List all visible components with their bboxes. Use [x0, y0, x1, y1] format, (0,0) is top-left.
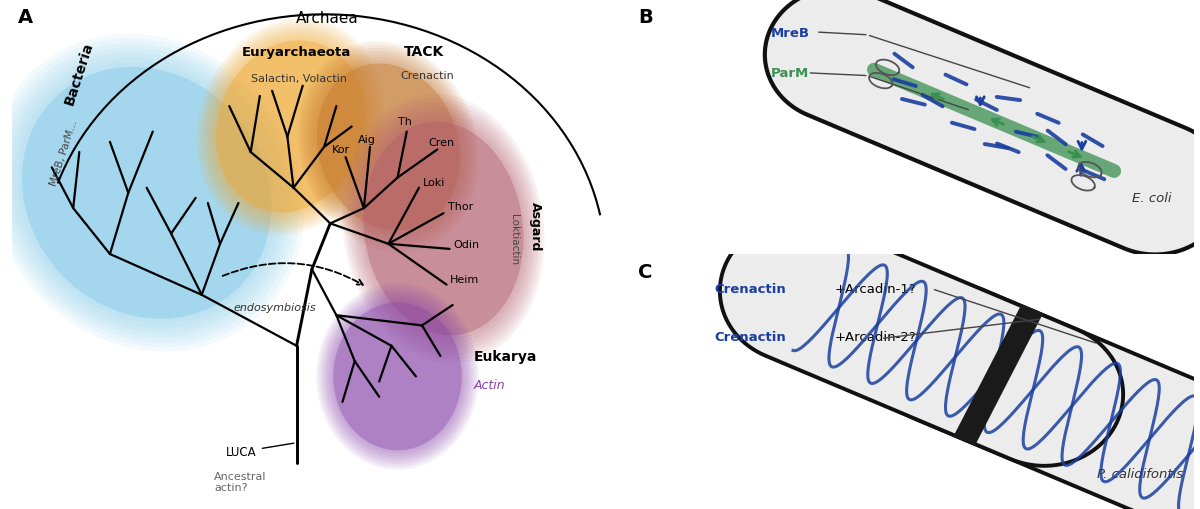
Text: Asgard: Asgard [529, 202, 541, 251]
Text: Loktiactin: Loktiactin [509, 214, 518, 265]
Ellipse shape [298, 42, 479, 253]
Ellipse shape [360, 119, 527, 340]
Ellipse shape [334, 303, 462, 450]
Text: endosymbiosis: endosymbiosis [234, 303, 317, 313]
Text: E. coli: E. coli [1132, 192, 1171, 205]
Polygon shape [764, 0, 1200, 255]
Polygon shape [720, 220, 1123, 466]
Ellipse shape [22, 68, 271, 319]
Text: Th: Th [397, 117, 412, 127]
Text: Bacteria: Bacteria [62, 40, 96, 107]
Ellipse shape [301, 45, 476, 250]
Text: Eukarya: Eukarya [474, 349, 538, 363]
Text: Loki: Loki [424, 177, 445, 187]
Text: A: A [18, 8, 34, 26]
Ellipse shape [197, 19, 384, 236]
Ellipse shape [17, 63, 276, 324]
Ellipse shape [348, 102, 539, 356]
Text: LUCA: LUCA [227, 443, 294, 458]
Text: Ancestral
actin?: Ancestral actin? [214, 471, 266, 492]
Ellipse shape [8, 53, 286, 333]
Ellipse shape [208, 32, 373, 223]
Ellipse shape [314, 61, 462, 234]
Ellipse shape [329, 297, 467, 456]
Ellipse shape [205, 29, 376, 226]
Text: ParM: ParM [772, 67, 809, 80]
Text: Salactin, Volactin: Salactin, Volactin [251, 74, 347, 84]
Ellipse shape [0, 35, 304, 352]
Text: Crenactin: Crenactin [401, 71, 455, 81]
Ellipse shape [334, 303, 462, 450]
Text: Aig: Aig [358, 135, 376, 145]
Text: +Arcadin-1?: +Arcadin-1? [835, 282, 917, 296]
Ellipse shape [317, 64, 460, 231]
Ellipse shape [354, 110, 533, 348]
Ellipse shape [364, 122, 523, 336]
Ellipse shape [312, 58, 466, 237]
Text: Actin: Actin [474, 378, 505, 391]
Text: Euryarchaeota: Euryarchaeota [241, 46, 350, 59]
Text: C: C [638, 262, 653, 281]
Ellipse shape [342, 94, 545, 364]
Text: +Arcadin-2?: +Arcadin-2? [835, 330, 917, 344]
Ellipse shape [331, 300, 464, 453]
Ellipse shape [304, 49, 473, 246]
Text: Thor: Thor [448, 201, 473, 211]
Text: Cren: Cren [428, 137, 455, 148]
Ellipse shape [22, 68, 271, 319]
Ellipse shape [199, 22, 382, 233]
Text: Heim: Heim [450, 275, 480, 285]
Text: MreB, ParM...: MreB, ParM... [49, 119, 79, 187]
Ellipse shape [202, 25, 379, 229]
Ellipse shape [317, 64, 460, 231]
Text: Odin: Odin [454, 239, 480, 249]
Ellipse shape [322, 289, 474, 464]
Ellipse shape [0, 44, 295, 343]
Text: Kor: Kor [331, 145, 349, 155]
Ellipse shape [214, 38, 368, 216]
Ellipse shape [352, 106, 535, 352]
Ellipse shape [319, 286, 476, 467]
Text: P. calidifontis: P. calidifontis [1097, 467, 1183, 480]
Ellipse shape [324, 292, 472, 462]
Ellipse shape [0, 39, 299, 348]
Polygon shape [871, 284, 1200, 509]
Ellipse shape [216, 41, 365, 213]
Ellipse shape [326, 295, 469, 459]
Text: B: B [638, 8, 653, 26]
Ellipse shape [13, 59, 281, 328]
Ellipse shape [216, 41, 365, 213]
Ellipse shape [317, 284, 479, 470]
Text: TACK: TACK [403, 45, 444, 59]
Text: Crenactin: Crenactin [715, 282, 786, 296]
Ellipse shape [306, 52, 470, 243]
Text: Crenactin: Crenactin [715, 330, 786, 344]
Ellipse shape [4, 49, 290, 338]
Ellipse shape [210, 35, 371, 219]
Text: Archaea: Archaea [296, 11, 359, 26]
Text: MreB: MreB [772, 26, 810, 40]
Ellipse shape [308, 55, 468, 240]
Ellipse shape [346, 98, 541, 360]
Ellipse shape [358, 115, 529, 344]
Ellipse shape [364, 122, 523, 336]
